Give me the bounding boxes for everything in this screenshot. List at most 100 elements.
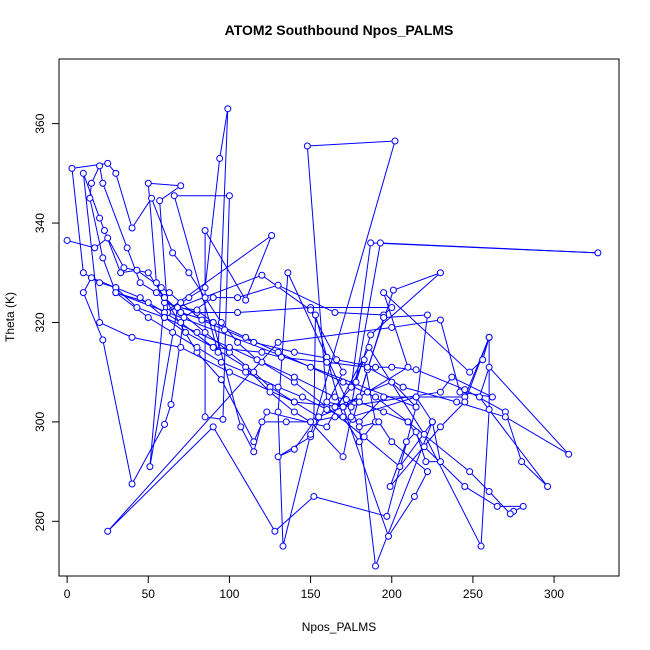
series-segment [367,366,404,388]
series-segment [278,326,392,343]
data-point [144,314,152,321]
data-point [388,378,396,386]
data-point [385,532,393,540]
data-point [266,388,274,396]
series-segment [386,406,417,517]
data-point [182,328,190,336]
series-segment [212,322,246,338]
series-segment [173,195,219,353]
data-point [331,309,339,317]
series-segment [314,314,328,358]
data-point [448,373,456,381]
data-point [234,294,242,302]
data-point [253,356,261,364]
series-segment [423,434,482,547]
data-point [404,418,412,426]
series-segment [505,416,569,455]
data-point [461,398,469,406]
data-point [544,483,552,491]
data-point [157,284,165,292]
series-segment [89,198,104,258]
data-point [333,356,341,364]
data-point [274,383,282,391]
data-point [422,458,430,466]
series-segment [393,272,441,291]
series-segment [310,140,396,435]
data-point [360,356,368,364]
series-segment [107,426,214,532]
data-point [347,383,355,391]
y-tick-label: 280 [33,511,47,531]
data-point [96,279,104,287]
data-point [375,418,383,426]
series-segment [151,198,174,254]
y-tick-label: 360 [33,113,47,133]
data-point [355,423,363,431]
series-segment [378,421,393,443]
x-tick-label: 200 [382,587,402,601]
series-segment [363,436,401,468]
series-segment [488,366,570,455]
series-segment [204,158,221,288]
series-segment [383,292,409,368]
data-point [428,418,436,426]
data-point [250,448,258,456]
data-point [461,386,469,394]
data-point [323,423,331,431]
data-point [506,510,514,518]
series-segment [310,421,344,458]
series-segment [367,381,392,393]
series-segment [221,361,246,373]
data-point [152,289,160,297]
series-segment [294,376,336,398]
data-point [339,378,347,386]
data-point [268,231,276,239]
data-point [307,430,315,438]
data-point [177,182,185,190]
data-point [290,398,298,406]
series-segment [326,361,368,368]
data-point [307,306,315,314]
data-point [331,403,339,411]
data-point [412,366,420,374]
data-point [68,164,76,172]
series-segment [358,426,377,567]
series-segment [240,426,255,452]
data-point [193,343,201,351]
series-segment [180,302,203,321]
data-point [136,279,144,287]
series-segment [391,319,441,328]
data-point [339,368,347,376]
data-point [161,294,169,302]
series-segment [219,108,229,159]
data-point [388,323,396,331]
data-point [201,328,209,336]
series-segment [148,182,181,187]
data-point [169,328,177,336]
data-point [388,304,396,312]
series-segment [383,411,409,423]
data-point [128,333,136,341]
series-segment [282,434,312,547]
series-segment [102,183,128,249]
series-segment [188,272,206,298]
data-point [501,413,509,421]
data-point [315,413,323,421]
data-point [420,443,428,451]
series-segment [115,287,138,308]
data-point [423,468,431,476]
data-point [461,483,469,491]
data-point [290,348,298,356]
data-point [250,368,258,376]
series-segment [82,292,104,341]
data-point [388,363,396,371]
plot-frame [58,58,620,577]
data-point [323,405,331,413]
data-point [284,269,292,277]
data-point [339,453,347,461]
series-segment [399,421,433,467]
series-segment [115,287,141,299]
series-segment [318,406,344,418]
series-segment [359,401,384,413]
series-segment [126,247,141,283]
